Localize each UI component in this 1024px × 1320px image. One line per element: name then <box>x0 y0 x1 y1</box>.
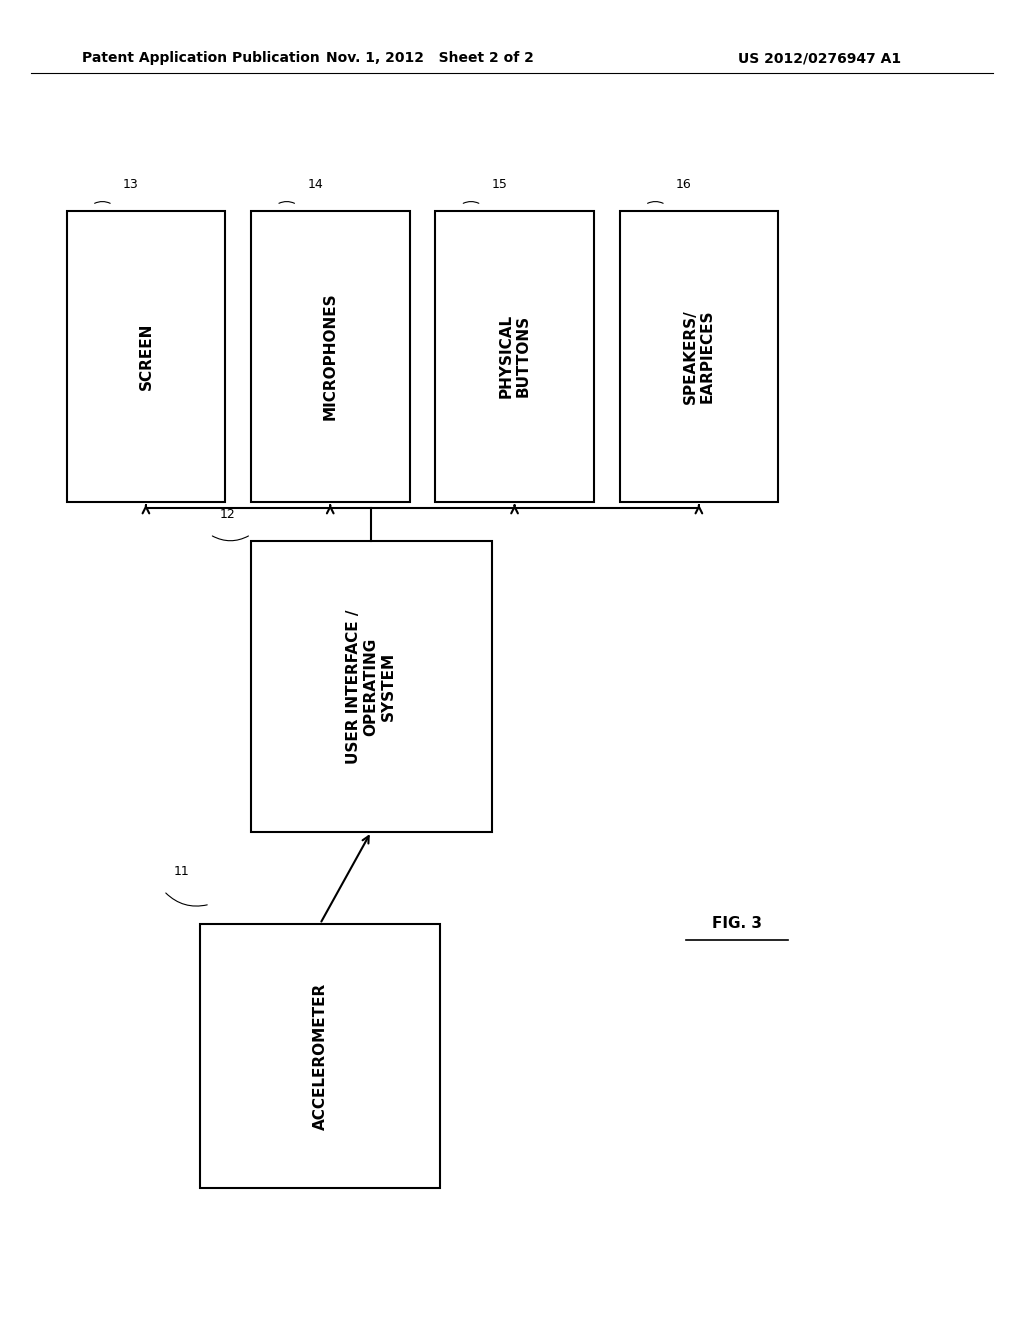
Text: US 2012/0276947 A1: US 2012/0276947 A1 <box>738 51 901 65</box>
Text: 16: 16 <box>676 178 691 191</box>
Text: MICROPHONES: MICROPHONES <box>323 293 338 420</box>
Text: FIG. 3: FIG. 3 <box>713 916 762 932</box>
Text: SCREEN: SCREEN <box>138 322 154 391</box>
Text: 14: 14 <box>307 178 323 191</box>
Text: USER INTERFACE /
OPERATING
SYSTEM: USER INTERFACE / OPERATING SYSTEM <box>346 609 396 764</box>
FancyBboxPatch shape <box>251 541 492 832</box>
Text: Nov. 1, 2012   Sheet 2 of 2: Nov. 1, 2012 Sheet 2 of 2 <box>326 51 535 65</box>
Text: PHYSICAL
BUTTONS: PHYSICAL BUTTONS <box>499 314 530 399</box>
Text: 11: 11 <box>174 865 189 878</box>
Text: ACCELEROMETER: ACCELEROMETER <box>312 982 328 1130</box>
Text: 15: 15 <box>492 178 508 191</box>
FancyBboxPatch shape <box>251 211 410 502</box>
Text: 12: 12 <box>220 508 236 521</box>
Text: 13: 13 <box>123 178 138 191</box>
FancyBboxPatch shape <box>435 211 594 502</box>
FancyBboxPatch shape <box>67 211 225 502</box>
FancyBboxPatch shape <box>620 211 778 502</box>
FancyBboxPatch shape <box>200 924 440 1188</box>
Text: Patent Application Publication: Patent Application Publication <box>82 51 319 65</box>
Text: SPEAKERS/
EARPIECES: SPEAKERS/ EARPIECES <box>683 309 715 404</box>
